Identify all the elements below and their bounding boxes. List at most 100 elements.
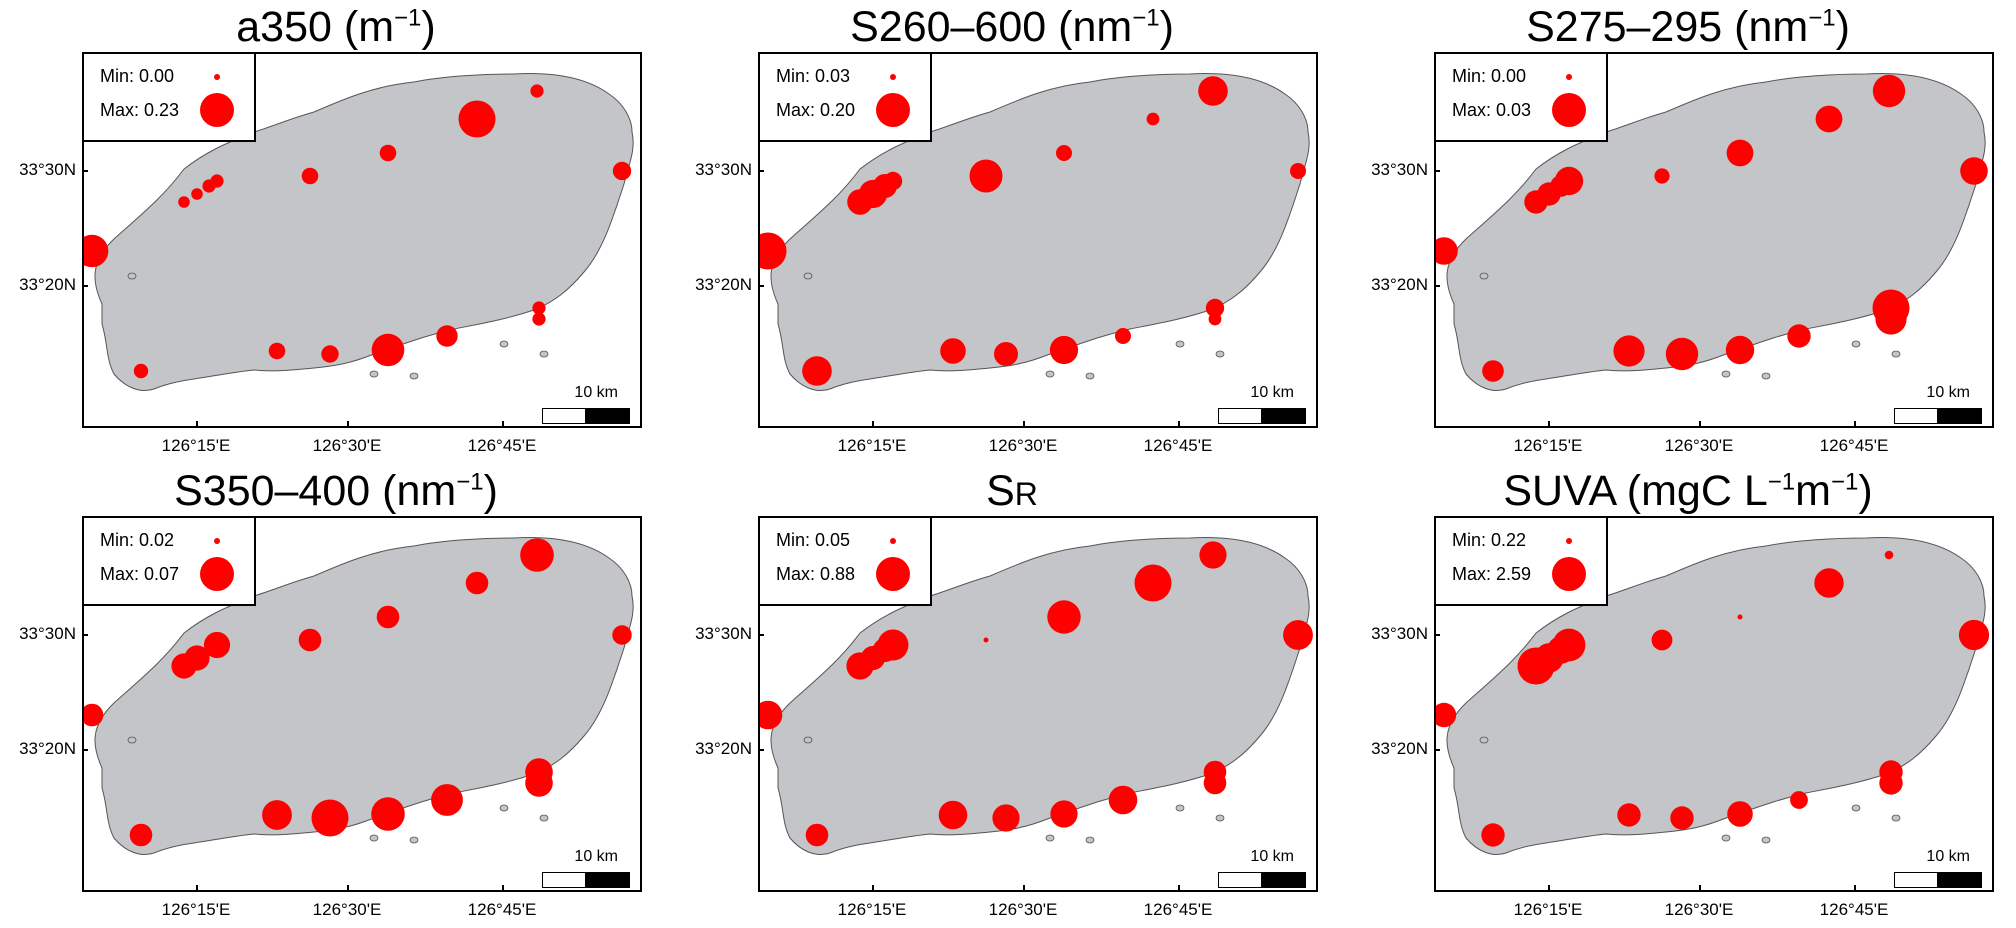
islet [1215, 350, 1225, 358]
map-frame: Min: 0.05 Max: 0.88 10 km [758, 516, 1318, 892]
sampling-site [760, 232, 787, 270]
sampling-site [1115, 328, 1131, 344]
lon-label: 126°30'E [312, 436, 382, 455]
sampling-site [1815, 105, 1843, 133]
sampling-site [133, 363, 149, 379]
scale-label: 10 km [1926, 848, 1970, 865]
islet [499, 804, 509, 812]
sampling-site [371, 333, 405, 367]
legend-max-dot [1552, 93, 1586, 127]
lon-tick [872, 885, 874, 891]
lat-label: 33°30N [19, 160, 76, 179]
scale-segment-white [1218, 408, 1262, 424]
islet [1891, 814, 1901, 822]
lon-label: 126°45'E [467, 436, 537, 455]
sampling-site [612, 625, 632, 645]
lon-label: 126°45'E [1143, 900, 1213, 919]
islet [1215, 814, 1225, 822]
lat-tick [82, 285, 88, 287]
islet [369, 370, 379, 378]
lon-tick [1023, 421, 1025, 427]
sampling-site [992, 804, 1020, 832]
sampling-site [877, 629, 909, 661]
lat-label: 33°30N [1371, 160, 1428, 179]
panel-title: S350–400 (nm−1) [174, 467, 498, 515]
lon-label: 126°45'E [1143, 436, 1213, 455]
islet [803, 736, 813, 744]
islet [1479, 272, 1489, 280]
sampling-site [431, 784, 463, 816]
legend-min-label: Min: 0.02 [100, 530, 175, 550]
lon-tick [1699, 885, 1701, 891]
scale-label: 10 km [574, 848, 618, 865]
islet [803, 272, 813, 280]
lat-tick [758, 170, 764, 172]
panel-title: S260–600 (nm−1) [850, 3, 1174, 51]
sampling-site [1725, 335, 1755, 365]
scale-segment-black [1937, 872, 1982, 888]
legend-min-label: Min: 0.22 [1452, 530, 1527, 550]
lon-label: 126°30'E [1664, 436, 1734, 455]
sampling-site [1283, 620, 1313, 650]
sampling-site [1436, 237, 1458, 265]
lat-tick [758, 634, 764, 636]
lat-tick [1434, 285, 1440, 287]
lat-label: 33°20N [19, 739, 76, 758]
sampling-site [458, 100, 496, 138]
islet [1851, 804, 1861, 812]
legend-max-dot [200, 93, 234, 127]
lon-label: 126°15'E [161, 900, 231, 919]
legend-max-dot [1552, 557, 1586, 591]
sampling-site [1879, 760, 1903, 784]
map-panel-3: S275–295 (nm−1) Min: 0.00 Max: 0.03 10 km 33… [1352, 0, 2016, 464]
legend-max-label: Max: 0.23 [100, 100, 180, 120]
sampling-site [321, 345, 339, 363]
lat-label: 33°30N [695, 160, 752, 179]
scale-label: 10 km [1250, 848, 1294, 865]
scale-segment-white [1894, 872, 1938, 888]
lon-label: 126°45'E [467, 900, 537, 919]
sampling-site [184, 645, 210, 671]
lon-label: 126°30'E [1664, 900, 1734, 919]
islet [1721, 834, 1731, 842]
scale-label: 10 km [1250, 384, 1294, 401]
sampling-site [298, 628, 322, 652]
sampling-site [612, 161, 632, 181]
lat-tick [1434, 170, 1440, 172]
islet [1085, 836, 1095, 844]
sampling-site [436, 325, 458, 347]
size-legend: Min: 0.02 Max: 0.07 [84, 518, 256, 606]
map-canvas [1436, 537, 1990, 855]
map-canvas [1436, 73, 1988, 391]
legend-max-label: Max: 0.07 [100, 564, 180, 584]
map-panel-1: a350 (m−1) Min: 0.00 Max: 0.23 10 km 33°30N 3… [0, 0, 672, 464]
lon-tick [1178, 885, 1180, 891]
sampling-site [1481, 823, 1505, 847]
lon-tick [196, 885, 198, 891]
map-frame: Min: 0.02 Max: 0.07 10 km [82, 516, 642, 892]
islet [539, 814, 549, 822]
lon-tick [1548, 421, 1550, 427]
islet [1045, 370, 1055, 378]
sampling-site [311, 799, 349, 837]
sampling-site [1814, 568, 1844, 598]
sampling-site [1198, 76, 1228, 106]
legend-max-dot [200, 557, 234, 591]
sampling-site [1290, 163, 1306, 179]
lat-tick [1434, 749, 1440, 751]
lat-label: 33°20N [19, 275, 76, 294]
islet [1175, 340, 1185, 348]
islet [1175, 804, 1185, 812]
size-legend: Min: 0.22 Max: 2.59 [1436, 518, 1608, 606]
sampling-site [1790, 791, 1808, 809]
scale-segment-black [1261, 872, 1306, 888]
sampling-site [178, 196, 190, 208]
legend-min-dot [890, 538, 896, 544]
lat-label: 33°20N [1371, 739, 1428, 758]
lat-label: 33°30N [1371, 624, 1428, 643]
lat-tick [1434, 634, 1440, 636]
map-frame: Min: 0.22 Max: 2.59 10 km [1434, 516, 1994, 892]
legend-min-dot [214, 74, 220, 80]
sampling-site [1670, 806, 1694, 830]
sampling-site [520, 538, 554, 572]
